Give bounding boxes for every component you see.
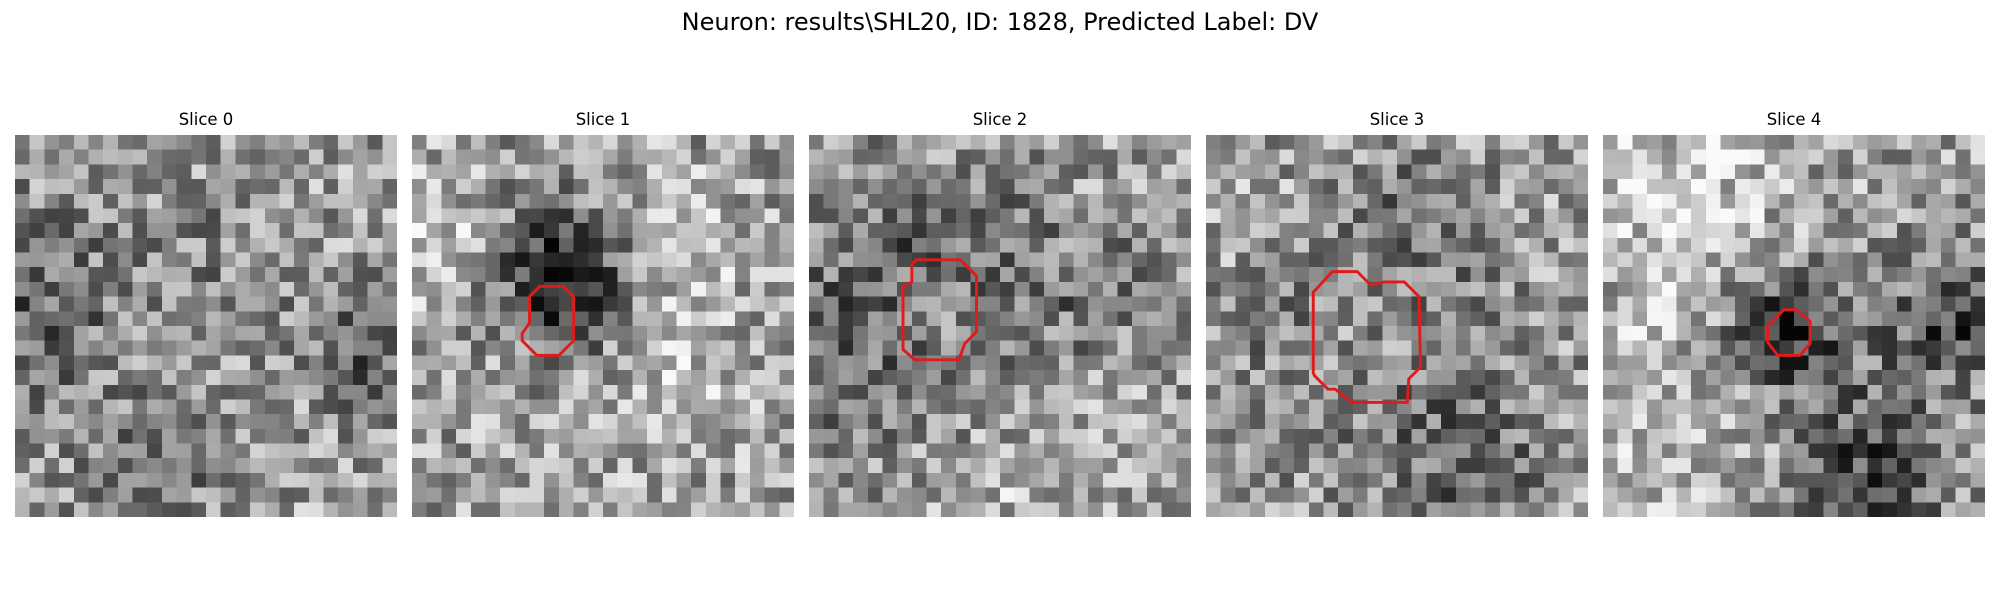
slice-title: Slice 0: [178, 110, 234, 129]
slice-title: Slice 3: [1369, 110, 1425, 129]
slice-title: Slice 4: [1766, 110, 1822, 129]
slice-image: [1603, 135, 1985, 517]
slice-image: [15, 135, 397, 517]
slice-panel-2: Slice 2: [809, 108, 1191, 517]
roi-contour: [1766, 308, 1812, 357]
slice-panel-1: Slice 1: [412, 108, 794, 517]
slice-image: [412, 135, 794, 517]
slice-panel-3: Slice 3: [1206, 108, 1588, 517]
slice-image: [1206, 135, 1588, 517]
roi-contour: [901, 258, 978, 362]
slice-title: Slice 1: [575, 110, 631, 129]
slice-image: [809, 135, 1191, 517]
slice-panel-4: Slice 4: [1603, 108, 1985, 517]
slice-title: Slice 2: [972, 110, 1028, 129]
figure-title: Neuron: results\SHL20, ID: 1828, Predict…: [681, 8, 1319, 36]
slice-panel-0: Slice 0: [15, 108, 397, 517]
roi-contour: [1311, 270, 1422, 404]
roi-contour: [520, 284, 576, 357]
